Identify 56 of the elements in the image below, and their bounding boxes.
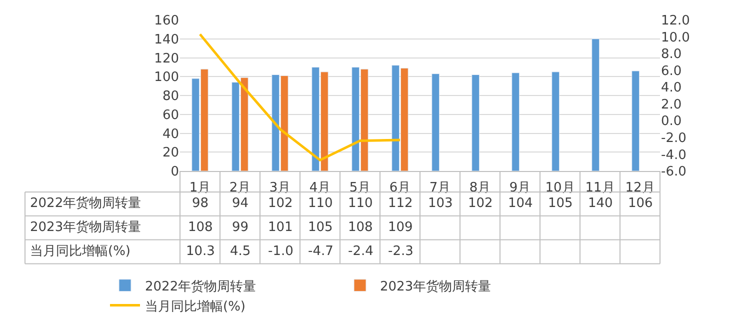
y-tick-label: 20	[162, 146, 179, 161]
data-label: 108	[188, 220, 213, 235]
y2-tick-label: -6.0	[661, 164, 686, 180]
data-label: 105	[308, 220, 333, 235]
data-label: 4.5	[230, 244, 251, 259]
bar	[552, 72, 560, 171]
legend-label: 当月同比增幅(%)	[145, 299, 246, 314]
data-label: 98	[192, 196, 209, 211]
data-label: -2.4	[348, 244, 374, 259]
legend-label: 2023年货物周转量	[380, 279, 492, 294]
data-label: 102	[468, 196, 493, 211]
bar	[472, 74, 480, 171]
text: 2022年货物周转量	[30, 196, 142, 211]
y-tick-label: 0	[170, 164, 179, 180]
bar	[592, 38, 600, 171]
y2-tick-label: 2.0	[661, 97, 682, 112]
line-series	[198, 33, 402, 162]
y2-tick-label: 4.0	[661, 80, 682, 96]
y-tick-label: 100	[154, 70, 179, 86]
data-label: 110	[308, 196, 333, 211]
y-tick-label: 80	[162, 89, 179, 104]
data-label: 99	[232, 220, 249, 235]
y2-tick-label: -2.0	[661, 130, 686, 146]
y2-tick-label: 8.0	[661, 47, 682, 62]
y2-tick-label: 10.0	[661, 30, 690, 46]
data-label: 102	[268, 196, 293, 211]
y-tick-label: 120	[154, 51, 179, 66]
y2-tick-label: 12.0	[661, 14, 690, 29]
data-label: 105	[548, 196, 573, 211]
data-label: 10.3	[186, 244, 215, 259]
data-label: -2.3	[388, 244, 414, 259]
data-label: 94	[232, 196, 249, 211]
bar	[632, 70, 640, 171]
text: 当月同比增幅(%)	[30, 244, 130, 259]
y-tick-label: 160	[154, 14, 179, 29]
legend-label: 2022年货物周转量	[145, 279, 256, 294]
y2-tick-label: -4.0	[661, 148, 686, 163]
data-label: 104	[508, 196, 533, 211]
data-label: -4.7	[308, 244, 334, 259]
data-label: 106	[628, 196, 653, 211]
text: 2023年货物周转量	[30, 220, 142, 235]
y2-tick-label: 0.0	[661, 114, 682, 130]
data-label: 110	[348, 196, 373, 211]
data-label: 112	[388, 196, 413, 211]
data-label: 109	[388, 220, 413, 235]
data-label: 140	[588, 196, 613, 211]
data-label: 101	[268, 220, 293, 235]
bar	[432, 74, 440, 171]
y-tick-label: 60	[162, 108, 179, 123]
data-label: 108	[348, 220, 373, 235]
data-label: -1.0	[268, 244, 294, 259]
y-tick-label: 140	[154, 32, 179, 48]
bar	[512, 72, 520, 171]
y-tick-label: 40	[162, 126, 179, 142]
data-label: 103	[428, 196, 453, 211]
y2-tick-label: 6.0	[661, 64, 682, 79]
